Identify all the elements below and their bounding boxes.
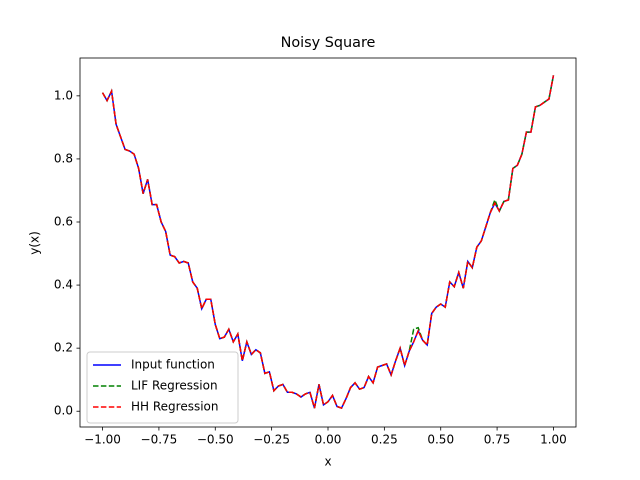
x-tick-label: 0.25: [371, 433, 398, 447]
legend-label: LIF Regression: [131, 379, 218, 393]
x-tick-label: 0.75: [484, 433, 511, 447]
y-tick-label: 0.8: [54, 151, 73, 165]
series-line: [101, 75, 555, 410]
chart-title: Noisy Square: [281, 35, 376, 51]
y-tick-label: 0.6: [54, 215, 73, 229]
legend-label: HH Regression: [131, 400, 219, 414]
x-tick-label: 0.00: [315, 433, 342, 447]
y-tick-label: 0.0: [54, 404, 73, 418]
axes-frame: [79, 57, 577, 428]
x-tick-label: −0.50: [197, 433, 234, 447]
legend: Input function LIF Regression HH Regressio…: [86, 351, 239, 424]
x-tick-label: 1.00: [540, 433, 567, 447]
y-tick-label: 0.2: [54, 341, 73, 355]
x-axis-label: x: [324, 455, 331, 469]
y-axis-label: y(x): [28, 231, 42, 255]
x-tick-label: −0.75: [141, 433, 178, 447]
legend-label: Input function: [131, 358, 215, 372]
x-tick-label: −1.00: [84, 433, 121, 447]
y-tick-label: 0.4: [54, 278, 73, 292]
x-tick-label: −0.25: [253, 433, 290, 447]
x-tick-label: 0.50: [427, 433, 454, 447]
legend-box: [86, 351, 239, 424]
y-tick-label: 1.0: [54, 88, 73, 102]
